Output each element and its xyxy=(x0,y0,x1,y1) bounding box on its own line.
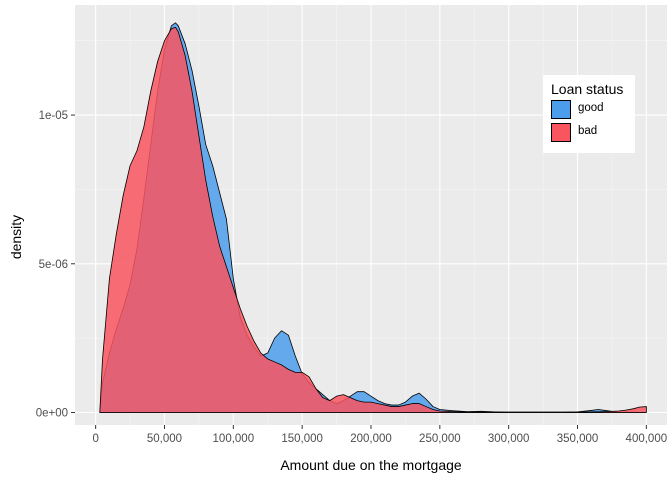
x-tick-label: 100,000 xyxy=(213,433,255,445)
density-area-bad xyxy=(99,26,647,413)
x-axis-ticks: 0 50,000 100,000 150,000 200,000 250,000 300,0… xyxy=(92,425,667,445)
x-tick-label: 200,000 xyxy=(350,433,392,445)
x-tick-label: 250,000 xyxy=(419,433,461,445)
legend-swatch-bad xyxy=(551,123,571,142)
x-tick-label: 0 xyxy=(92,433,98,445)
x-tick-label: 350,000 xyxy=(557,433,599,445)
legend-item-good: good xyxy=(551,100,631,120)
x-axis-title: Amount due on the mortgage xyxy=(280,457,462,473)
y-axis-ticks: 0e+00 5e-06 1e-05 xyxy=(36,110,75,420)
legend-label-good: good xyxy=(578,102,604,114)
legend: Loan status good bad xyxy=(543,75,635,153)
legend-label-bad: bad xyxy=(578,125,598,137)
x-tick-label: 300,000 xyxy=(488,433,530,445)
legend-item-bad: bad xyxy=(551,123,631,143)
legend-title: Loan status xyxy=(551,81,624,97)
y-axis-title: density xyxy=(8,215,24,259)
y-tick-label: 5e-06 xyxy=(39,259,68,271)
y-tick-label: 0e+00 xyxy=(36,408,68,420)
legend-swatch-good xyxy=(551,100,571,119)
x-tick-label: 50,000 xyxy=(147,433,182,445)
density-areas xyxy=(99,22,647,413)
x-tick-label: 400,000 xyxy=(626,433,668,445)
y-tick-label: 1e-05 xyxy=(39,110,68,122)
x-tick-label: 150,000 xyxy=(281,433,323,445)
